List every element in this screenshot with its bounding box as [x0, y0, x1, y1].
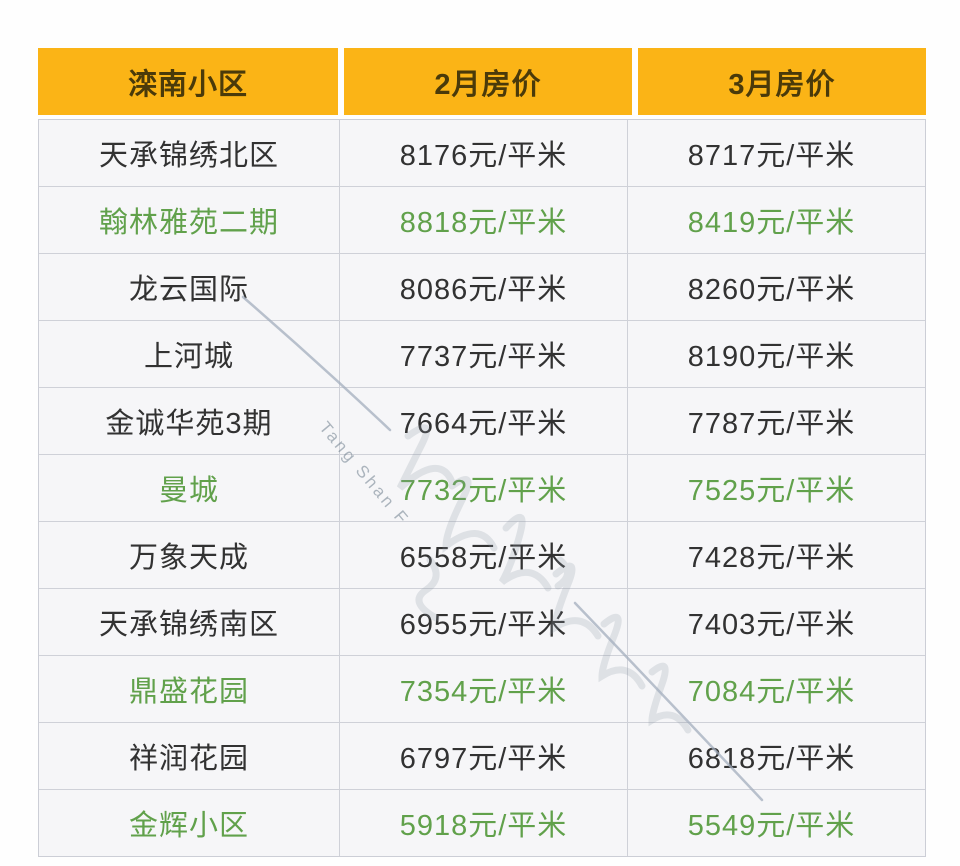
feb-price-cell: 7737元/平米 [339, 321, 627, 387]
feb-price-cell: 6797元/平米 [339, 723, 627, 789]
feb-price-cell: 8086元/平米 [339, 254, 627, 320]
feb-price-cell: 8176元/平米 [339, 120, 627, 186]
mar-price-cell: 5549元/平米 [627, 790, 915, 856]
table-row: 万象天成 6558元/平米 7428元/平米 [39, 521, 925, 588]
table-row: 鼎盛花园 7354元/平米 7084元/平米 [39, 655, 925, 722]
mar-price-cell: 7787元/平米 [627, 388, 915, 454]
feb-price-cell: 5918元/平米 [339, 790, 627, 856]
table-row: 上河城 7737元/平米 8190元/平米 [39, 320, 925, 387]
feb-price-cell: 7354元/平米 [339, 656, 627, 722]
mar-price-cell: 7525元/平米 [627, 455, 915, 521]
mar-price-cell: 7428元/平米 [627, 522, 915, 588]
feb-price-cell: 6558元/平米 [339, 522, 627, 588]
community-name-cell: 翰林雅苑二期 [98, 207, 279, 239]
mar-price-cell: 8419元/平米 [627, 187, 915, 253]
header-community-column: 滦南小区 [38, 48, 338, 115]
header-feb-price-column: 2月房价 [344, 48, 632, 115]
mar-price-cell: 8717元/平米 [627, 120, 915, 186]
table-row: 祥润花园 6797元/平米 6818元/平米 [39, 722, 925, 789]
feb-price-cell: 7664元/平米 [339, 388, 627, 454]
table-header-row: 滦南小区 2月房价 3月房价 [38, 48, 926, 115]
community-name-cell: 天承锦绣北区 [98, 140, 279, 172]
table-row: 曼城 7732元/平米 7525元/平米 [39, 454, 925, 521]
community-name-cell: 曼城 [158, 475, 219, 507]
community-name-cell: 祥润花园 [128, 743, 249, 775]
table-body: 天承锦绣北区 8176元/平米 8717元/平米翰林雅苑二期 8818元/平米 8419… [38, 119, 926, 857]
mar-price-cell: 8190元/平米 [627, 321, 915, 387]
community-name-cell: 金诚华苑3期 [105, 408, 273, 440]
community-name-cell: 金辉小区 [128, 810, 249, 842]
mar-price-cell: 8260元/平米 [627, 254, 915, 320]
mar-price-cell: 7084元/平米 [627, 656, 915, 722]
feb-price-cell: 8818元/平米 [339, 187, 627, 253]
table-row: 金诚华苑3期 7664元/平米 7787元/平米 [39, 387, 925, 454]
community-name-cell: 上河城 [143, 341, 234, 373]
table-row: 天承锦绣南区 6955元/平米 7403元/平米 [39, 588, 925, 655]
feb-price-cell: 6955元/平米 [339, 589, 627, 655]
community-name-cell: 天承锦绣南区 [98, 609, 279, 641]
table-row: 天承锦绣北区 8176元/平米 8717元/平米 [39, 120, 925, 186]
community-name-cell: 龙云国际 [128, 274, 249, 306]
feb-price-cell: 7732元/平米 [339, 455, 627, 521]
community-name-cell: 万象天成 [128, 542, 249, 574]
mar-price-cell: 7403元/平米 [627, 589, 915, 655]
table-row: 金辉小区 5918元/平米 5549元/平米 [39, 789, 925, 856]
mar-price-cell: 6818元/平米 [627, 723, 915, 789]
header-mar-price-column: 3月房价 [638, 48, 926, 115]
community-name-cell: 鼎盛花园 [128, 676, 249, 708]
table-row: 翰林雅苑二期 8818元/平米 8419元/平米 [39, 186, 925, 253]
housing-price-table: 滦南小区 2月房价 3月房价 天承锦绣北区 8176元/平米 8717元/平米 翰林雅… [38, 48, 926, 857]
table-row: 龙云国际 8086元/平米 8260元/平米 [39, 253, 925, 320]
